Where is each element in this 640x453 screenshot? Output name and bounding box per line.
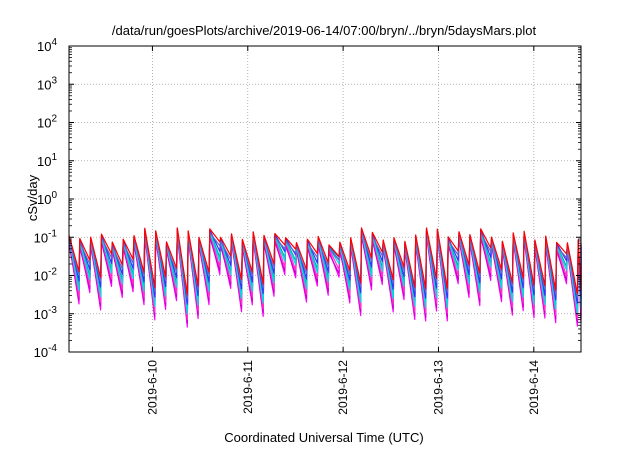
y-tick-label: 10-1 — [34, 228, 58, 245]
x-tick-label: 2019-6-12 — [336, 360, 350, 415]
y-tick-label: 10-2 — [34, 267, 58, 284]
x-tick-label: 2019-6-13 — [431, 360, 445, 415]
x-tick-label: 2019-6-14 — [527, 360, 541, 415]
series-line — [68, 227, 582, 296]
y-tick-label: 101 — [37, 152, 57, 169]
y-axis-label: cSv/day — [25, 174, 40, 221]
y-tick-label: 103 — [37, 75, 57, 92]
series-line — [68, 231, 582, 299]
y-tick-label: 10-4 — [34, 343, 58, 360]
y-tick-label: 100 — [37, 190, 57, 207]
y-tick-label: 104 — [37, 37, 57, 54]
chart-title: /data/run/goesPlots/archive/2019-06-14/0… — [112, 23, 537, 38]
grid — [69, 46, 581, 352]
y-tick-label: 102 — [37, 114, 57, 131]
x-tick-label: 2019-6-10 — [145, 360, 159, 415]
y-tick-label: 10-3 — [34, 305, 58, 322]
x-axis-label: Coordinated Universal Time (UTC) — [224, 430, 423, 445]
ticks: 10-4 10-3 10-2 10-1 100 101 102 103 104 2019-6-10… — [34, 37, 581, 415]
x-tick-label: 2019-6-11 — [241, 360, 255, 414]
series-line — [68, 235, 582, 324]
series-group — [68, 227, 582, 328]
